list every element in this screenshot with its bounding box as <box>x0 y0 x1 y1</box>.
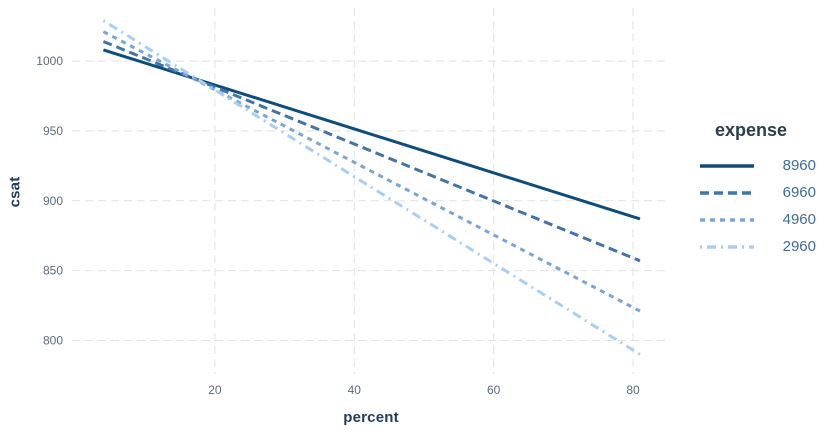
x-tick-label-40: 40 <box>348 383 362 397</box>
legend-line-sample <box>700 163 754 168</box>
legend-line-sample <box>700 190 754 195</box>
x-tick-label-20: 20 <box>208 383 222 397</box>
legend-label: 4960 <box>782 211 816 228</box>
legend-label: 6960 <box>782 184 816 201</box>
legend-row: 4960 <box>700 206 816 233</box>
y-tick-label-1000: 1000 <box>36 54 63 68</box>
legend-title: expense <box>715 120 788 140</box>
legend-line-sample <box>700 244 754 249</box>
legend-line-sample <box>700 217 754 222</box>
series-line-6960 <box>102 40 641 263</box>
x-axis-title: percent <box>343 409 399 426</box>
x-tick-label-60: 60 <box>487 383 501 397</box>
y-tick-label-900: 900 <box>43 194 63 208</box>
y-tick-label-850: 850 <box>43 264 63 278</box>
x-tick-label-80: 80 <box>626 383 640 397</box>
y-tick-label-950: 950 <box>43 124 63 138</box>
series-line-4960 <box>102 30 641 313</box>
legend-row: 2960 <box>700 233 816 260</box>
y-tick-label-800: 800 <box>43 333 63 347</box>
y-axis-title: csat <box>6 176 24 208</box>
legend: expense 8960 6960 4960 2960 <box>700 120 816 260</box>
legend-row: 8960 <box>700 152 816 179</box>
series-line-2960 <box>102 19 641 356</box>
legend-label: 8960 <box>782 157 816 174</box>
legend-label: 2960 <box>782 238 816 255</box>
legend-row: 6960 <box>700 179 816 206</box>
